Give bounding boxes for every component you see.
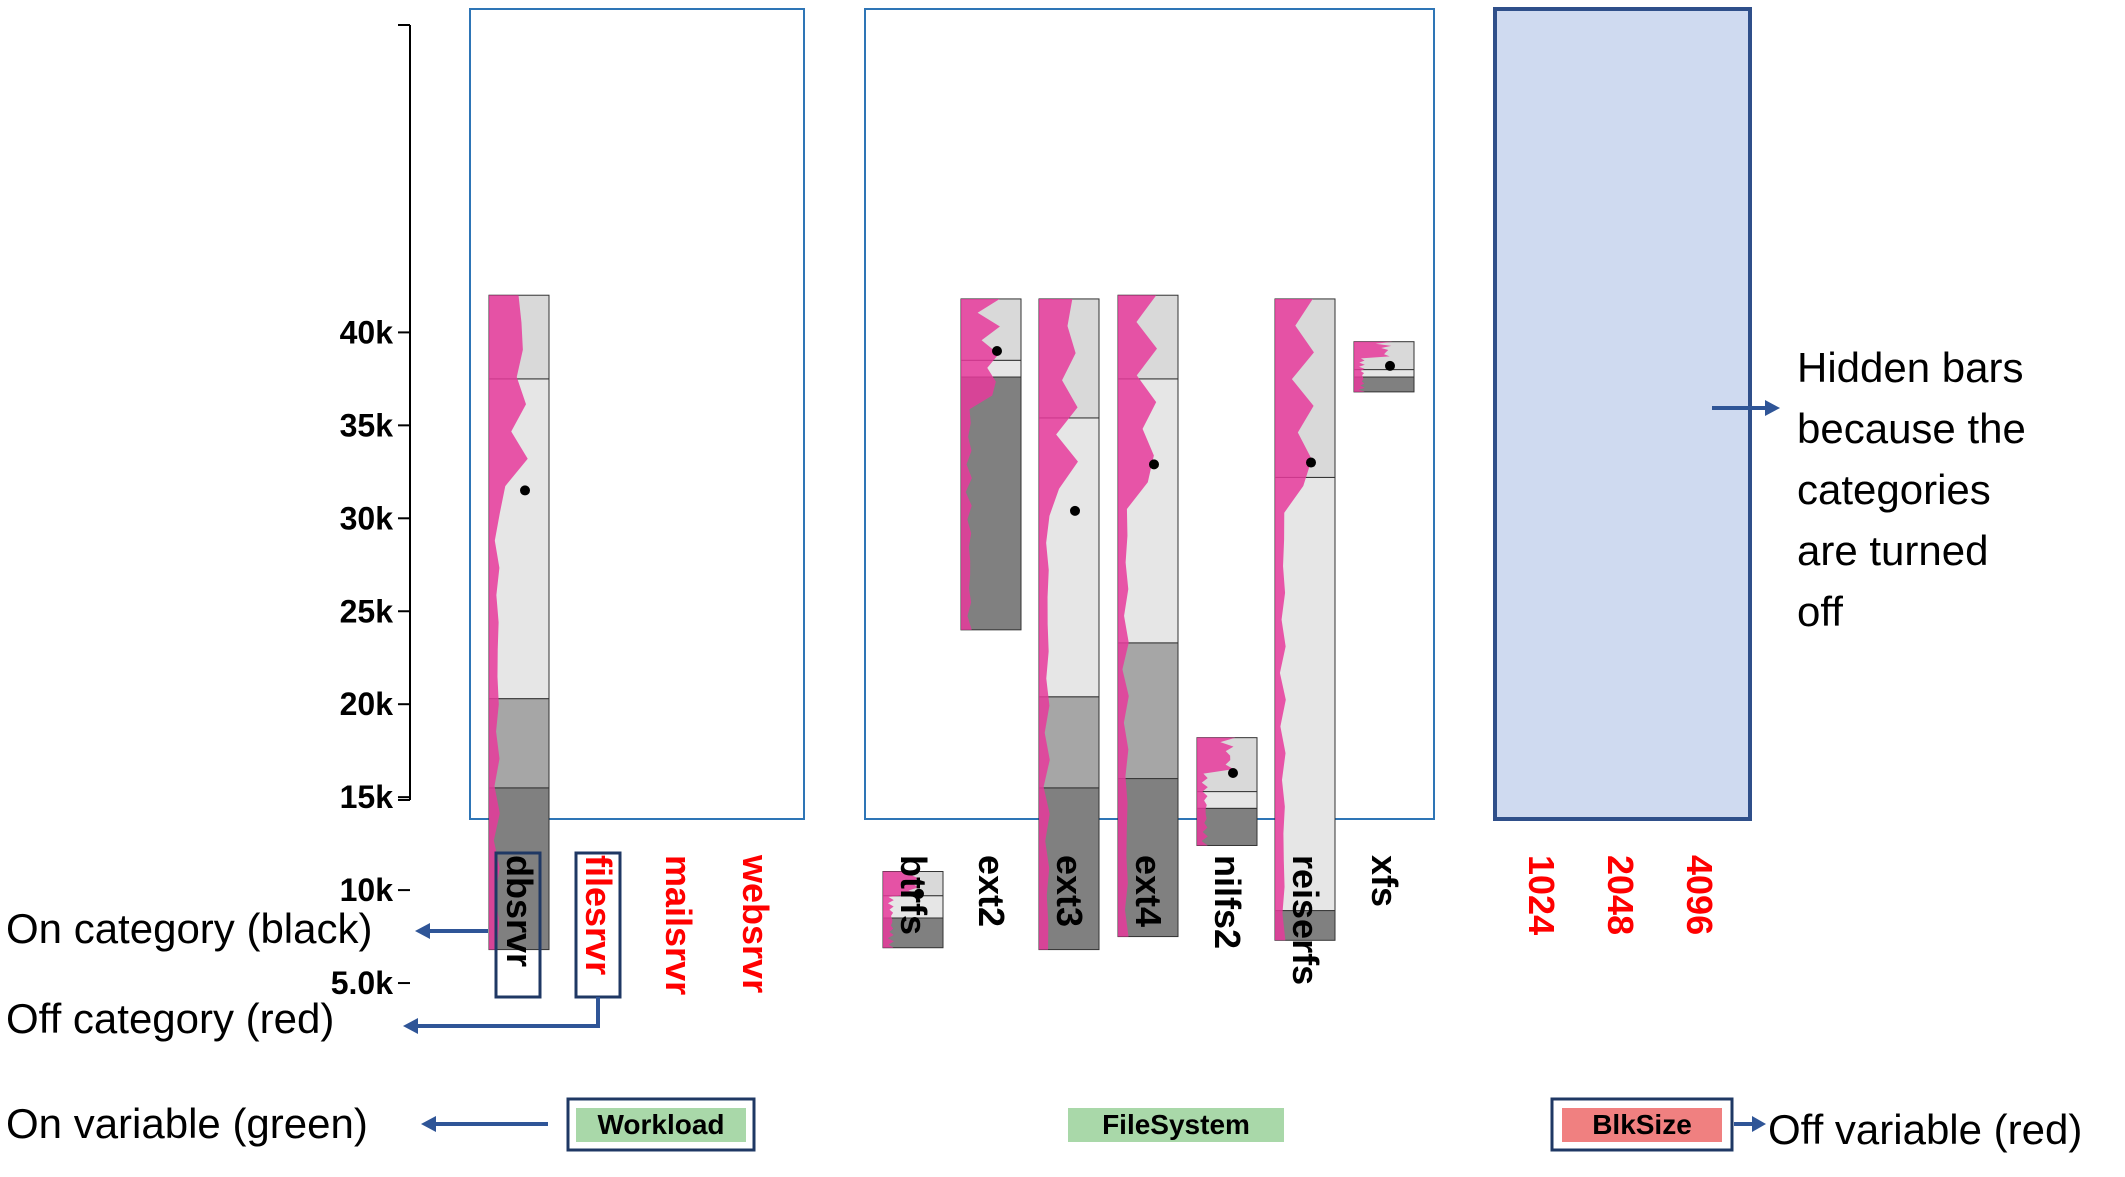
hidden-bars-note-line: off	[1797, 588, 1843, 635]
mean-marker	[1228, 767, 1238, 778]
on-category-note: On category (black)	[6, 905, 372, 952]
on-category-highlight-box	[494, 851, 542, 999]
density-shape	[883, 871, 921, 948]
bar-reiserfs	[1274, 298, 1336, 941]
mean-marker	[520, 485, 530, 496]
hidden-bars-arrow-head	[1765, 400, 1780, 416]
density-shape	[961, 298, 1000, 630]
bar-ext3	[1038, 298, 1100, 951]
bar-segment	[960, 376, 1022, 631]
mean-marker	[1070, 505, 1080, 516]
on-category-annotation: On category (black)	[6, 905, 488, 952]
bar-ext2	[960, 298, 1022, 631]
density-shape	[1354, 341, 1393, 392]
bar-ext4	[1117, 294, 1179, 938]
mean-marker	[1306, 457, 1316, 468]
workload-variable-label: Workload	[597, 1109, 724, 1140]
bar-segment	[1274, 476, 1336, 912]
y-tick-label: 35k	[340, 407, 394, 443]
category-label-4096[interactable]: 4096	[1679, 855, 1720, 935]
category-label-ext3[interactable]: ext3	[1049, 855, 1090, 927]
blksize-variable-button[interactable]: BlkSize	[1562, 1108, 1722, 1142]
bar-nilfs2	[1196, 737, 1258, 846]
bar-segment	[1038, 696, 1100, 789]
filesystem-variable-button[interactable]: FileSystem	[1068, 1108, 1284, 1142]
on-variable-highlight-box	[566, 1097, 756, 1152]
category-label-mailsrvr[interactable]: mailsrvr	[658, 855, 699, 995]
category-label-xfs[interactable]: xfs	[1364, 855, 1405, 907]
mean-marker	[992, 345, 1002, 356]
y-tick-label: 25k	[340, 593, 394, 629]
category-label-ext2[interactable]: ext2	[971, 855, 1012, 927]
bar-btrfs	[882, 871, 944, 949]
hidden-bars-note-line: Hidden bars	[1797, 344, 2023, 391]
filesystem-variable-label: FileSystem	[1102, 1109, 1250, 1140]
off-category-arrow-head	[403, 1018, 418, 1034]
on-variable-annotation: On variable (green)	[6, 1100, 548, 1147]
bar-segment	[1196, 807, 1258, 846]
density-shape	[1039, 298, 1078, 950]
category-label-reiserfs[interactable]: reiserfs	[1285, 855, 1326, 985]
density-shape	[489, 295, 528, 950]
on-variable-note: On variable (green)	[6, 1100, 368, 1147]
y-tick-label: 10k	[340, 872, 394, 908]
density-shape	[1275, 298, 1314, 941]
blksize-hidden-panel	[1493, 7, 1752, 821]
category-label-websrvr[interactable]: websrvr	[735, 854, 776, 993]
hidden-bars-annotation: Hidden bars because the categories are t…	[1712, 344, 2038, 635]
y-tick-label: 15k	[340, 779, 394, 815]
category-label-filesrvr[interactable]: filesrvr	[578, 855, 619, 975]
category-label-dbsrvr[interactable]: dbsrvr	[499, 855, 540, 967]
category-label-2048[interactable]: 2048	[1600, 855, 1641, 935]
bar-layer	[488, 294, 1415, 951]
off-variable-arrow-head	[1752, 1116, 1766, 1132]
bar-segment	[1117, 642, 1179, 780]
y-axis: 5.0k 10k 15k 20k 25k 30k 35k 40k	[331, 24, 411, 1001]
hidden-bars-note-line: categories	[1797, 466, 1991, 513]
workload-variable-bg	[576, 1108, 746, 1142]
category-label-layer: dbsrvr filesrvr mailsrvr websrvr btrfs ext2 ex…	[499, 854, 1720, 995]
y-tick-label: 5.0k	[331, 965, 393, 1001]
density-shape	[1118, 295, 1157, 937]
off-variable-annotation: Off variable (red)	[1734, 1106, 2082, 1153]
off-category-annotation: Off category (red)	[6, 995, 600, 1042]
blksize-variable-bg	[1562, 1108, 1722, 1142]
hidden-bars-note-line: because the	[1797, 405, 2026, 452]
on-category-arrow-head	[415, 923, 430, 939]
off-category-note: Off category (red)	[6, 995, 334, 1042]
category-label-ext4[interactable]: ext4	[1128, 855, 1169, 927]
workload-panel-frame	[469, 8, 805, 820]
y-tick-label: 30k	[340, 500, 394, 536]
bar-segment	[1274, 910, 1336, 941]
off-category-arrow-line	[418, 997, 600, 1028]
bar-dbsrvr	[488, 294, 550, 951]
bar-xfs	[1353, 341, 1415, 393]
category-label-1024[interactable]: 1024	[1521, 855, 1562, 935]
workload-variable-button[interactable]: Workload	[576, 1108, 746, 1142]
off-variable-note: Off variable (red)	[1768, 1106, 2082, 1153]
bar-segment	[488, 698, 550, 789]
density-shape	[1197, 737, 1236, 846]
off-variable-highlight-box	[1550, 1097, 1734, 1152]
mean-marker	[1385, 360, 1395, 371]
hidden-bars-note: Hidden bars because the categories are t…	[1797, 344, 2038, 635]
category-label-nilfs2[interactable]: nilfs2	[1207, 855, 1248, 949]
y-tick-label: 40k	[340, 314, 394, 350]
filesystem-variable-bg	[1068, 1108, 1284, 1142]
y-tick-label: 20k	[340, 686, 394, 722]
blksize-variable-label: BlkSize	[1592, 1109, 1692, 1140]
category-label-btrfs[interactable]: btrfs	[893, 855, 934, 935]
hidden-bars-note-line: are turned	[1797, 527, 1988, 574]
mean-marker	[914, 888, 924, 899]
on-variable-arrow-head	[421, 1116, 436, 1132]
mean-marker	[1149, 459, 1159, 470]
